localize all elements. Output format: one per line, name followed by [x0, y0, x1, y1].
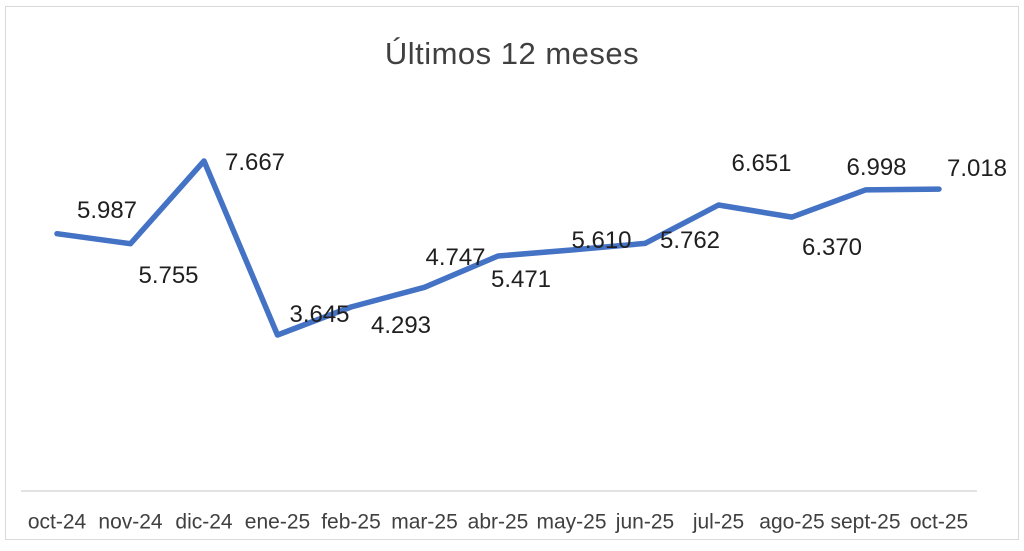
data-label-ene-25: 3.645	[289, 301, 350, 328]
data-label-may-25: 5.610	[571, 227, 632, 254]
x-axis-label-ene-25: ene-25	[244, 510, 311, 534]
data-label-jul-25: 6.651	[731, 150, 792, 177]
data-label-ago-25: 6.370	[801, 234, 863, 262]
data-label-mar-25: 4.747	[425, 244, 486, 272]
data-label-abr-25: 5.471	[490, 266, 552, 293]
x-axis-label-feb-25: feb-25	[321, 510, 381, 534]
chart-title: Últimos 12 meses	[384, 36, 640, 71]
x-axis-label-jul-25: jul-25	[692, 510, 745, 534]
data-label-dic-24: 7.667	[224, 149, 286, 176]
data-label-jun-25: 5.762	[659, 227, 721, 255]
data-label-nov-24: 5.755	[138, 261, 199, 289]
x-axis-label-oct-25: oct-25	[909, 510, 969, 534]
x-axis-label-sept-25: sept-25	[830, 510, 901, 534]
data-label-sept-25: 6.998	[846, 153, 907, 181]
x-axis-label-oct-24: oct-24	[27, 510, 87, 534]
series-line	[54, 158, 942, 338]
data-label-feb-25: 4.293	[370, 312, 432, 339]
x-axis-label-mar-25: mar-25	[391, 510, 458, 534]
data-label-oct-25: 7.018	[946, 155, 1008, 183]
x-axis-label-nov-24: nov-24	[98, 510, 163, 534]
data-label-oct-24: 5.987	[76, 196, 138, 224]
x-axis-label-ago-25: ago-25	[759, 510, 825, 534]
x-axis-label-may-25: may-25	[536, 510, 607, 534]
x-axis-label-jun-25: jun-25	[615, 510, 675, 534]
x-axis-label-dic-24: dic-24	[175, 510, 233, 534]
x-axis-label-abr-25: abr-25	[467, 510, 529, 534]
